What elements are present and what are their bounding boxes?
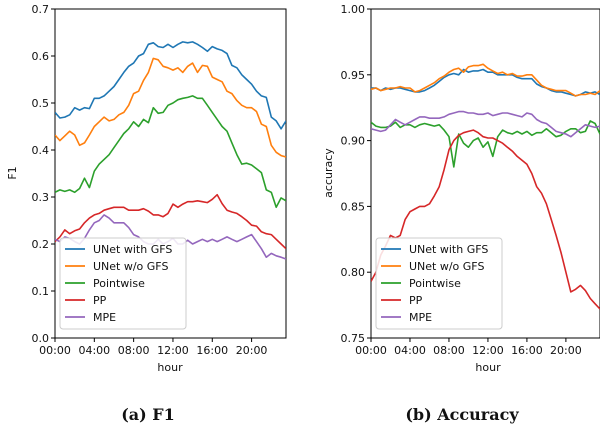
y-axis-label-accuracy: accuracy [322, 148, 335, 198]
chart-accuracy: 0.75 0.80 0.85 0.90 0.95 1.00 00:00 04:00 08:00… [322, 3, 600, 424]
legend-box [59, 237, 187, 330]
y-tick-label: 0.95 [341, 69, 366, 82]
series-line-unet-with-gfs [371, 68, 600, 97]
plot-frame-f1 [54, 8, 287, 339]
x-ticks-f1: 00:00 04:00 08:00 12:00 16:00 20:00 [39, 338, 267, 357]
y-tick-label: 0.4 [32, 144, 50, 157]
x-tick-label: 20:00 [550, 344, 582, 357]
series-line-unet-with-gfs [55, 41, 286, 130]
x-ticks-accuracy: 00:00 04:00 08:00 12:00 16:00 20:00 [355, 338, 582, 357]
series-line-unet-w-o-gfs [55, 57, 286, 158]
legend-label-pp: PP [409, 294, 423, 307]
legend-label-mpe: MPE [409, 311, 432, 324]
plot-frame-accuracy [370, 8, 600, 339]
series-layer-f1 [55, 41, 286, 260]
x-tick-label: 12:00 [157, 344, 189, 357]
legend-box [375, 237, 503, 330]
y-tick-label: 0.2 [32, 238, 50, 251]
series-line-unet-w-o-gfs [371, 63, 600, 97]
legend-label-unet-with-gfs: UNet with GFS [409, 243, 488, 256]
series-layer-accuracy [371, 63, 600, 310]
x-tick-label: 20:00 [236, 344, 268, 357]
series-line-pointwise [371, 120, 600, 168]
legend-label-mpe: MPE [93, 311, 116, 324]
series-line-pp [55, 193, 286, 250]
caption-f1: (a) F1 [121, 405, 175, 424]
x-tick-label: 16:00 [196, 344, 228, 357]
x-tick-label: 16:00 [511, 344, 543, 357]
y-tick-label: 0.6 [32, 50, 50, 63]
caption-accuracy: (b) Accuracy [405, 405, 519, 424]
y-ticks-accuracy: 0.75 0.80 0.85 0.90 0.95 1.00 [341, 3, 371, 345]
x-tick-label: 04:00 [78, 344, 110, 357]
legend-label-unet-with-gfs: UNet with GFS [93, 243, 172, 256]
y-axis-label-f1: F1 [6, 166, 19, 179]
series-line-pointwise [55, 95, 286, 209]
x-axis-label-accuracy: hour [475, 361, 501, 374]
y-tick-label: 0.7 [32, 3, 50, 16]
x-axis-label-f1: hour [157, 361, 183, 374]
y-tick-label: 0.3 [32, 191, 50, 204]
y-tick-label: 0.90 [341, 135, 366, 148]
y-tick-label: 0.75 [341, 332, 366, 345]
y-ticks-f1: 0.0 0.1 0.2 0.3 0.4 0.5 0.6 0.7 [32, 3, 55, 345]
legend-label-pointwise: Pointwise [409, 277, 461, 290]
y-tick-label: 0.5 [32, 97, 50, 110]
legend-label-pointwise: Pointwise [93, 277, 145, 290]
y-tick-label: 0.1 [32, 285, 50, 298]
x-tick-label: 08:00 [433, 344, 465, 357]
x-tick-label: 00:00 [355, 344, 387, 357]
x-tick-label: 04:00 [394, 344, 426, 357]
x-tick-label: 12:00 [472, 344, 504, 357]
x-tick-label: 08:00 [118, 344, 150, 357]
series-line-pp [371, 129, 600, 310]
y-tick-label: 0.85 [341, 200, 366, 213]
legend-label-unet-w-o-gfs: UNet w/o GFS [93, 260, 168, 273]
y-tick-label: 0.0 [32, 332, 50, 345]
series-line-mpe [371, 110, 600, 138]
chart-f1: 0.0 0.1 0.2 0.3 0.4 0.5 0.6 0.7 00:00 04:00 08:00… [6, 3, 287, 424]
legend-label-unet-w-o-gfs: UNet w/o GFS [409, 260, 484, 273]
legend-f1: UNet with GFS UNet w/o GFS Pointwise PP MPE [59, 237, 187, 330]
x-tick-label: 00:00 [39, 344, 71, 357]
legend-accuracy: UNet with GFS UNet w/o GFS Pointwise PP MPE [375, 237, 503, 330]
y-tick-label: 1.00 [341, 3, 366, 16]
y-tick-label: 0.80 [341, 266, 366, 279]
legend-label-pp: PP [93, 294, 107, 307]
